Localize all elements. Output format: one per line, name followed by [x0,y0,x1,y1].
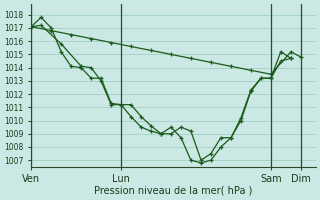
X-axis label: Pression niveau de la mer( hPa ): Pression niveau de la mer( hPa ) [94,186,253,196]
